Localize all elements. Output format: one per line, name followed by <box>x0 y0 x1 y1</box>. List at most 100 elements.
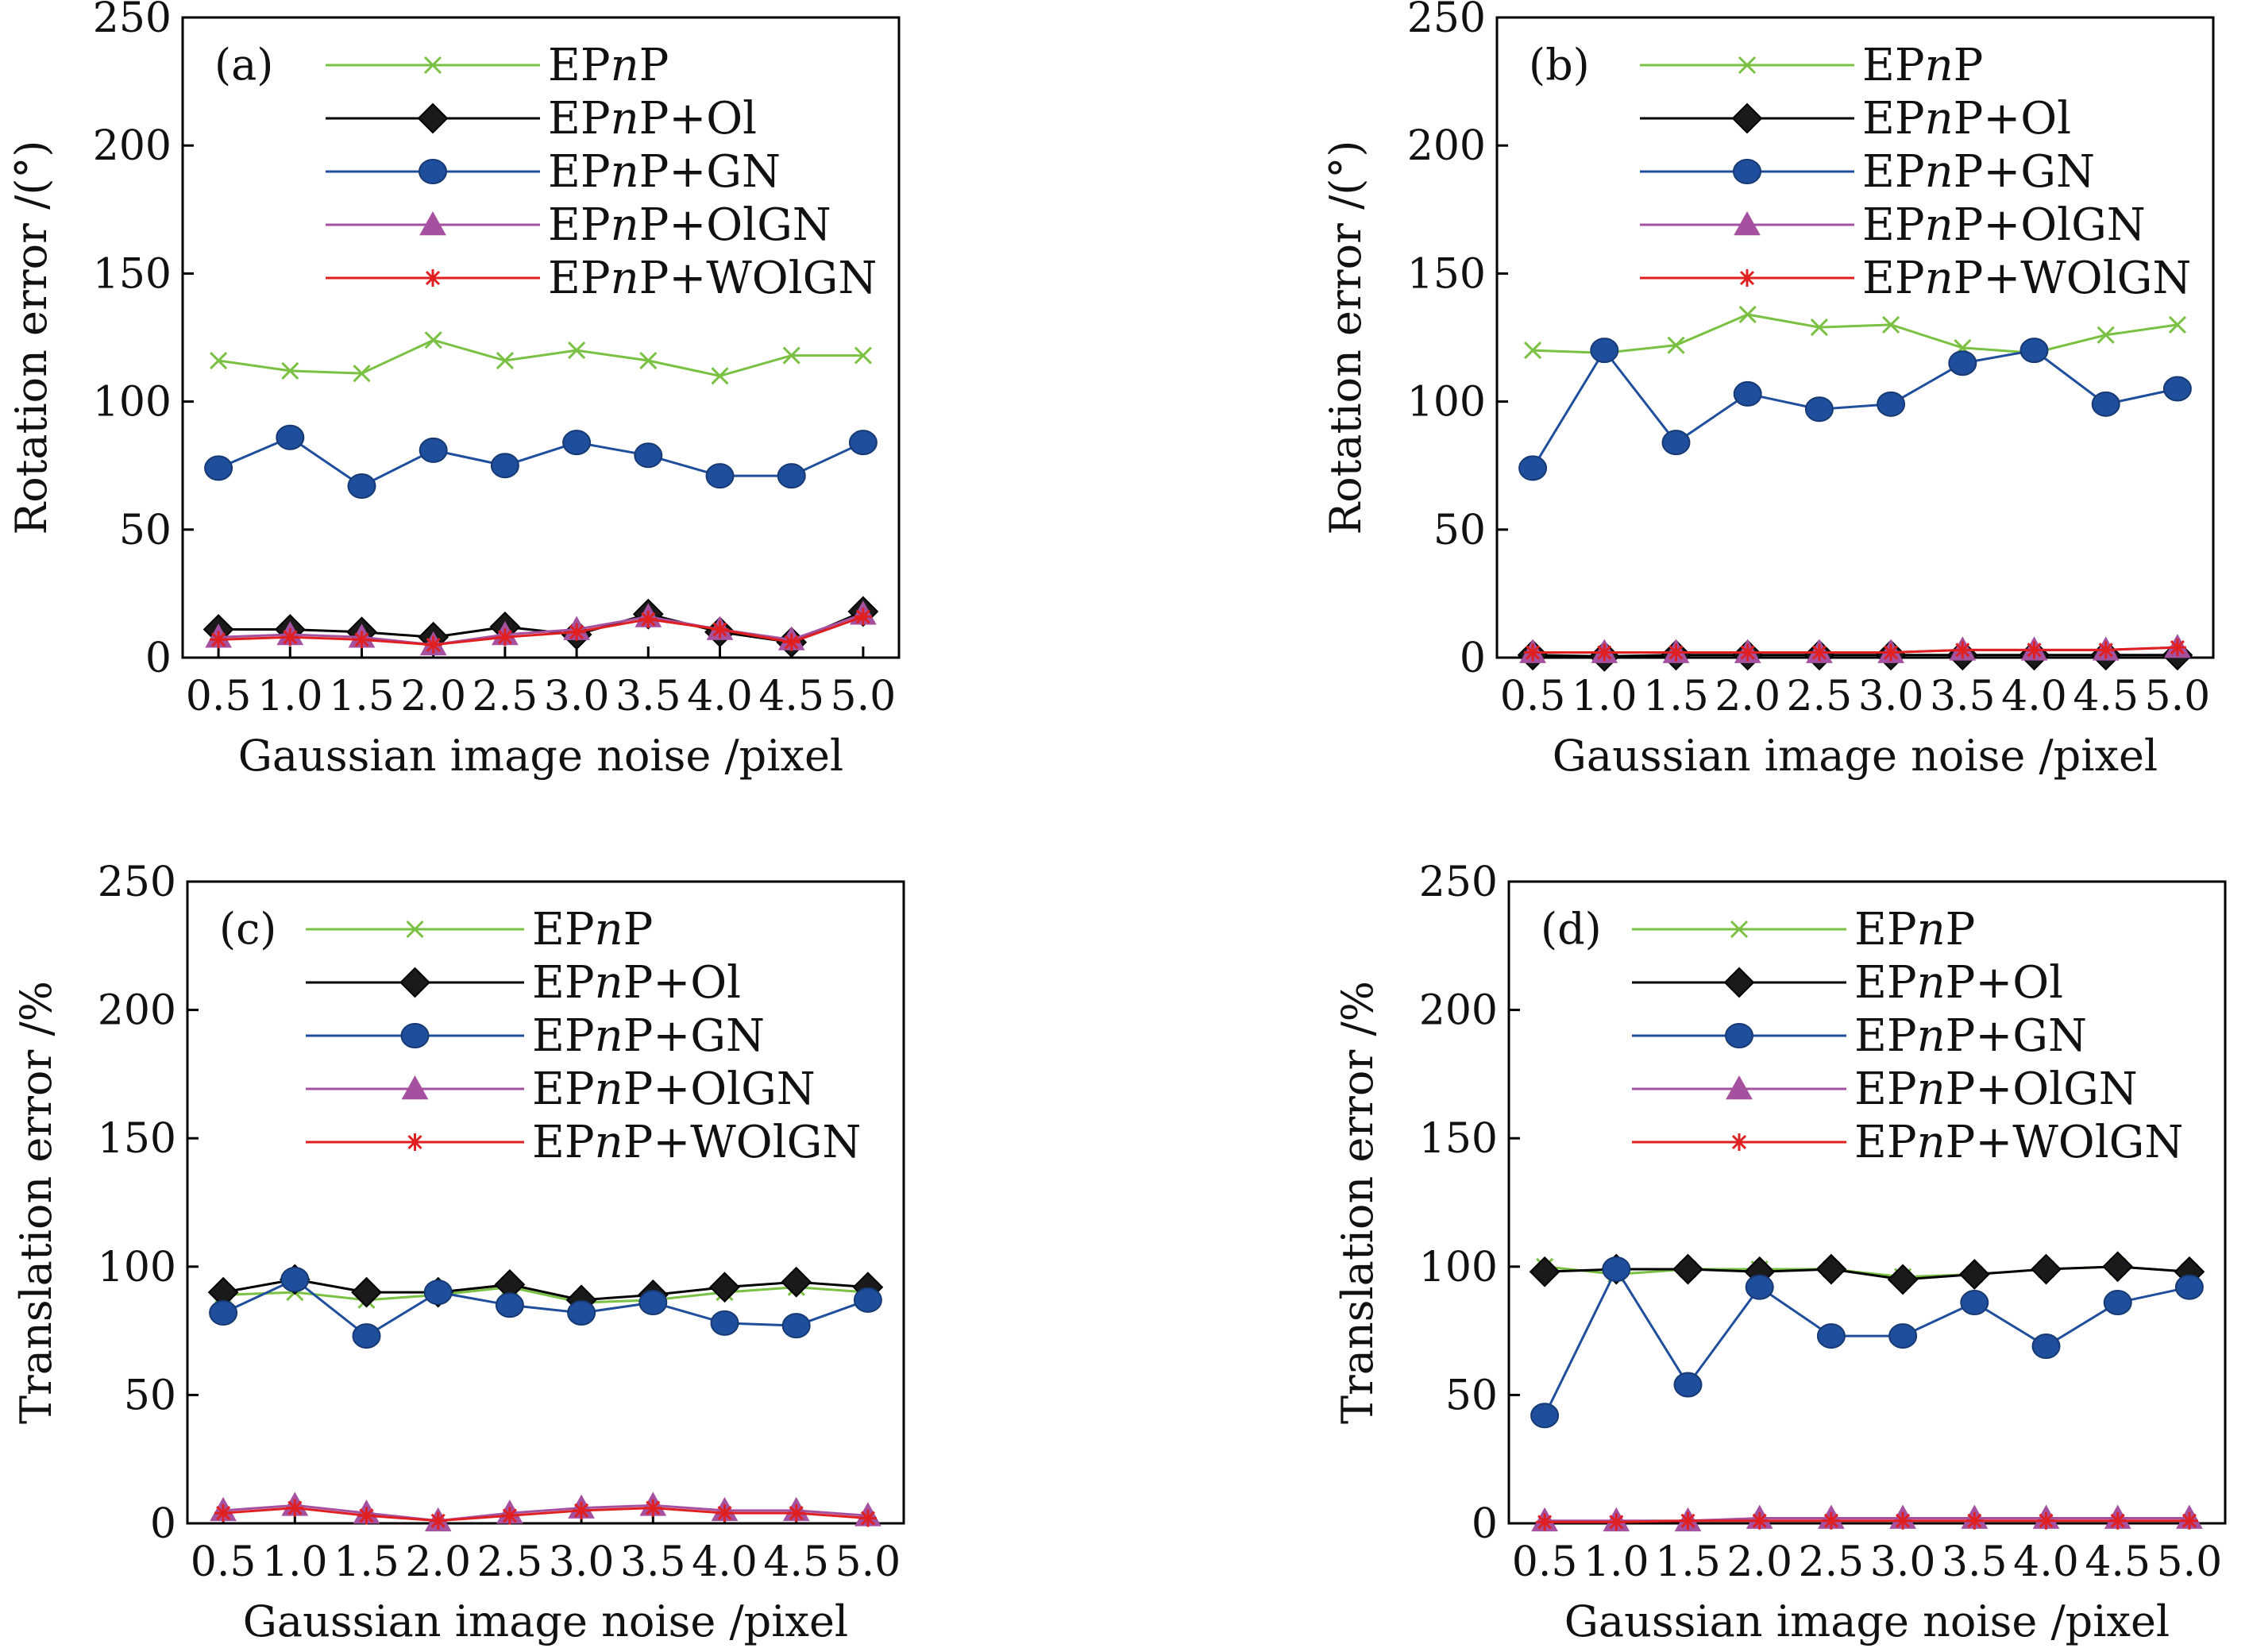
panel-a-xtick-label-3.0: 3.0 <box>544 673 610 720</box>
panel-d-x-axis-title: Gaussian image noise /pixel <box>1564 1596 2170 1646</box>
panel-d-legend-label-part-epnp-ol-1: n <box>1917 957 1946 1009</box>
panel-b-point-epnp-wolgn-1.0 <box>1595 643 1614 662</box>
panel-a-point-epnp-wolgn-1.0 <box>281 628 299 647</box>
panel-a-series-line-epnp-olgn <box>218 612 864 647</box>
panel-c-legend-label-part-epnp-wolgn-0: EP <box>532 1117 595 1168</box>
panel-b-legend-marker-epnp-wolgn <box>1738 269 1756 287</box>
panel-d-legend-label-epnp-ol: EPnP+Ol <box>1854 957 2063 1009</box>
panel-a-legend-marker-epnp-wolgn <box>424 269 442 287</box>
panel-c-point-epnp-gn-4.0 <box>710 1310 739 1336</box>
panel-b-point-epnp-0.5-stroke-b <box>1524 342 1542 360</box>
panel-b-legend-label-part-epnp-olgn-1: n <box>1925 199 1954 251</box>
panel-a-point-epnp-gn-2.5 <box>490 453 519 479</box>
panel-c-legend-marker-epnp-ol <box>399 967 430 998</box>
panel-d-point-epnp-gn-3.5 <box>1960 1290 1989 1316</box>
panel-b-point-epnp-5.0-stroke-b <box>2168 315 2186 334</box>
panel-a-point-epnp-wolgn-1.5 <box>353 631 371 649</box>
panel-b-point-epnp-gn-3.0 <box>1877 391 1906 417</box>
panel-b-point-epnp-2.0 <box>1738 305 1757 324</box>
panel-b-series-epnp-gn <box>1518 338 2192 481</box>
panel-a-legend-label-part-epnp-1: n <box>611 40 639 91</box>
panel-c-xtick-label-4.0: 4.0 <box>692 1538 758 1586</box>
panel-b-series-line-epnp-wolgn <box>1533 646 2178 654</box>
panel-c-point-epnp-ol-4.0 <box>709 1272 740 1303</box>
panel-a-point-epnp-gn-4.0 <box>705 463 735 489</box>
panel-d-legend-marker-epnp <box>1730 920 1749 939</box>
panel-b-point-epnp-4.5-stroke-b <box>2097 326 2115 344</box>
panel-b-point-epnp-wolgn-1.5-stroke-d2 <box>1668 645 1684 660</box>
panel-d-point-epnp-ol-4.5 <box>2102 1251 2134 1283</box>
panel-d-point-epnp-wolgn-1.5-stroke-d2 <box>1680 1513 1695 1528</box>
panel-a-xtick-label-4.5: 4.5 <box>758 673 824 720</box>
panel-b-legend-marker-epnp-wolgn-stroke-d2 <box>1739 270 1755 286</box>
panel-a-point-epnp-gn-1.5 <box>347 473 376 499</box>
panel-a-point-epnp-3.0-stroke-b <box>568 342 586 360</box>
panel-b-xtick-label-4.0: 4.0 <box>2001 673 2067 720</box>
panel-a-series-epnp-wolgn <box>210 608 872 654</box>
panel-b-legend-label-part-epnp-2: P <box>1954 40 1984 91</box>
panel-b-point-epnp-gn-0.5 <box>1518 455 1548 481</box>
panel-b-series-line-epnp-gn <box>1531 348 2178 469</box>
panel-d-legend-label-part-epnp-olgn-0: EP <box>1854 1063 1917 1115</box>
panel-c-x-axis-title: Gaussian image noise /pixel <box>243 1596 848 1646</box>
panel-d-point-epnp-wolgn-2.5-stroke-d2 <box>1823 1513 1838 1528</box>
panel-a-point-epnp-0.5-stroke-b <box>210 351 228 370</box>
panel-b-series-line-epnp-ol <box>1533 654 2178 658</box>
panel-d-xtick-label-5.0: 5.0 <box>2157 1538 2223 1586</box>
panel-c-ytick-label-200: 200 <box>98 987 176 1035</box>
panel-a-label: (a) <box>214 40 273 90</box>
panel-d-point-epnp-wolgn-4.5 <box>2108 1511 2127 1530</box>
panel-b-point-epnp-2.0-stroke-b <box>1738 305 1757 324</box>
panel-b-legend-label-epnp-ol: EPnP+Ol <box>1862 93 2071 145</box>
panel-a-series-epnp <box>210 331 872 385</box>
panel-a-xtick-label-1.5: 1.5 <box>329 673 395 720</box>
panel-b-point-epnp-4.5 <box>2097 326 2115 344</box>
panel-a-point-epnp-wolgn-4.0 <box>711 620 729 639</box>
panel-d-point-epnp-wolgn-2.0-stroke-d2 <box>1752 1513 1767 1528</box>
panel-c-point-epnp-wolgn-3.0-stroke-d2 <box>574 1503 589 1518</box>
panel-c-legend-label-part-epnp-2: P <box>623 904 654 955</box>
panel-c-legend-label-part-epnp-olgn-1: n <box>595 1063 623 1115</box>
panel-d-legend-label-part-epnp-1: n <box>1917 904 1946 955</box>
panel-a-xtick-label-3.5: 3.5 <box>615 673 681 720</box>
panel-a-legend-label-part-epnp-olgn-0: EP <box>548 199 611 251</box>
panel-c-series-epnp-wolgn <box>214 1499 877 1530</box>
panel-a-point-epnp-wolgn-4.5-stroke-d2 <box>784 635 799 650</box>
panel-c-legend-marker-epnp-wolgn <box>406 1133 424 1151</box>
panel-a-legend-marker-epnp-gn <box>419 159 447 184</box>
panel-c-point-epnp-gn-4.5 <box>781 1313 811 1339</box>
panel-a-legend-label-part-epnp-0: EP <box>548 40 611 91</box>
panel-c-point-epnp-gn-1.5 <box>352 1323 381 1349</box>
panel-b-legend-label-part-epnp-wolgn-1: n <box>1925 253 1954 304</box>
panel-b-legend-label-part-epnp-wolgn-0: EP <box>1862 253 1925 304</box>
panel-c-ytick-label-250: 250 <box>98 859 176 906</box>
panel-a-legend-label-epnp-wolgn: EPnP+WOlGN <box>548 253 877 304</box>
panel-b-legend-marker-epnp-gn <box>1733 159 1761 184</box>
panel-d-plot-frame <box>1507 880 2227 1525</box>
panel-d-label: (d) <box>1541 904 1602 954</box>
panel-b-point-epnp-wolgn-2.5 <box>1810 643 1828 662</box>
panel-c-xtick-label-2.5: 2.5 <box>477 1538 543 1586</box>
panel-d-point-epnp-wolgn-4.0-stroke-d2 <box>2039 1513 2054 1528</box>
panel-a-legend-label-part-epnp-gn-1: n <box>611 146 639 198</box>
panel-a-point-epnp-wolgn-2.5-stroke-d2 <box>497 630 512 645</box>
panel-a-point-epnp-4.5-stroke-b <box>782 346 800 365</box>
panel-c-xtick-label-0.5: 0.5 <box>191 1538 257 1586</box>
panel-c-xtick-label-4.5: 4.5 <box>763 1538 829 1586</box>
panel-a-xtick-label-4.0: 4.0 <box>687 673 753 720</box>
panel-a-ytick-label-150: 150 <box>93 250 172 298</box>
panel-c-point-epnp-gn-1.0 <box>280 1266 310 1292</box>
panel-b-point-epnp-wolgn-3.0 <box>1882 643 1900 662</box>
panel-a-point-epnp-4.0-stroke-b <box>711 367 729 385</box>
panel-d-legend-marker-epnp-gn <box>1725 1023 1753 1048</box>
panel-d-xtick-label-1.0: 1.0 <box>1584 1538 1649 1586</box>
panel-a-point-epnp-3.5 <box>639 351 658 370</box>
panel-c-point-epnp-wolgn-2.5 <box>500 1507 519 1525</box>
panel-b-point-epnp-3.0 <box>1882 315 1900 334</box>
panel-b-point-epnp-wolgn-4.0 <box>2025 641 2043 659</box>
panel-b-legend-marker-epnp-olgn <box>1734 210 1761 236</box>
panel-a-point-epnp-2.0 <box>424 331 442 349</box>
panel-b-point-epnp-5.0 <box>2168 315 2186 334</box>
panel-d-point-epnp-wolgn-3.5 <box>1965 1511 1984 1530</box>
panel-c-legend-label-epnp-ol: EPnP+Ol <box>532 957 741 1009</box>
